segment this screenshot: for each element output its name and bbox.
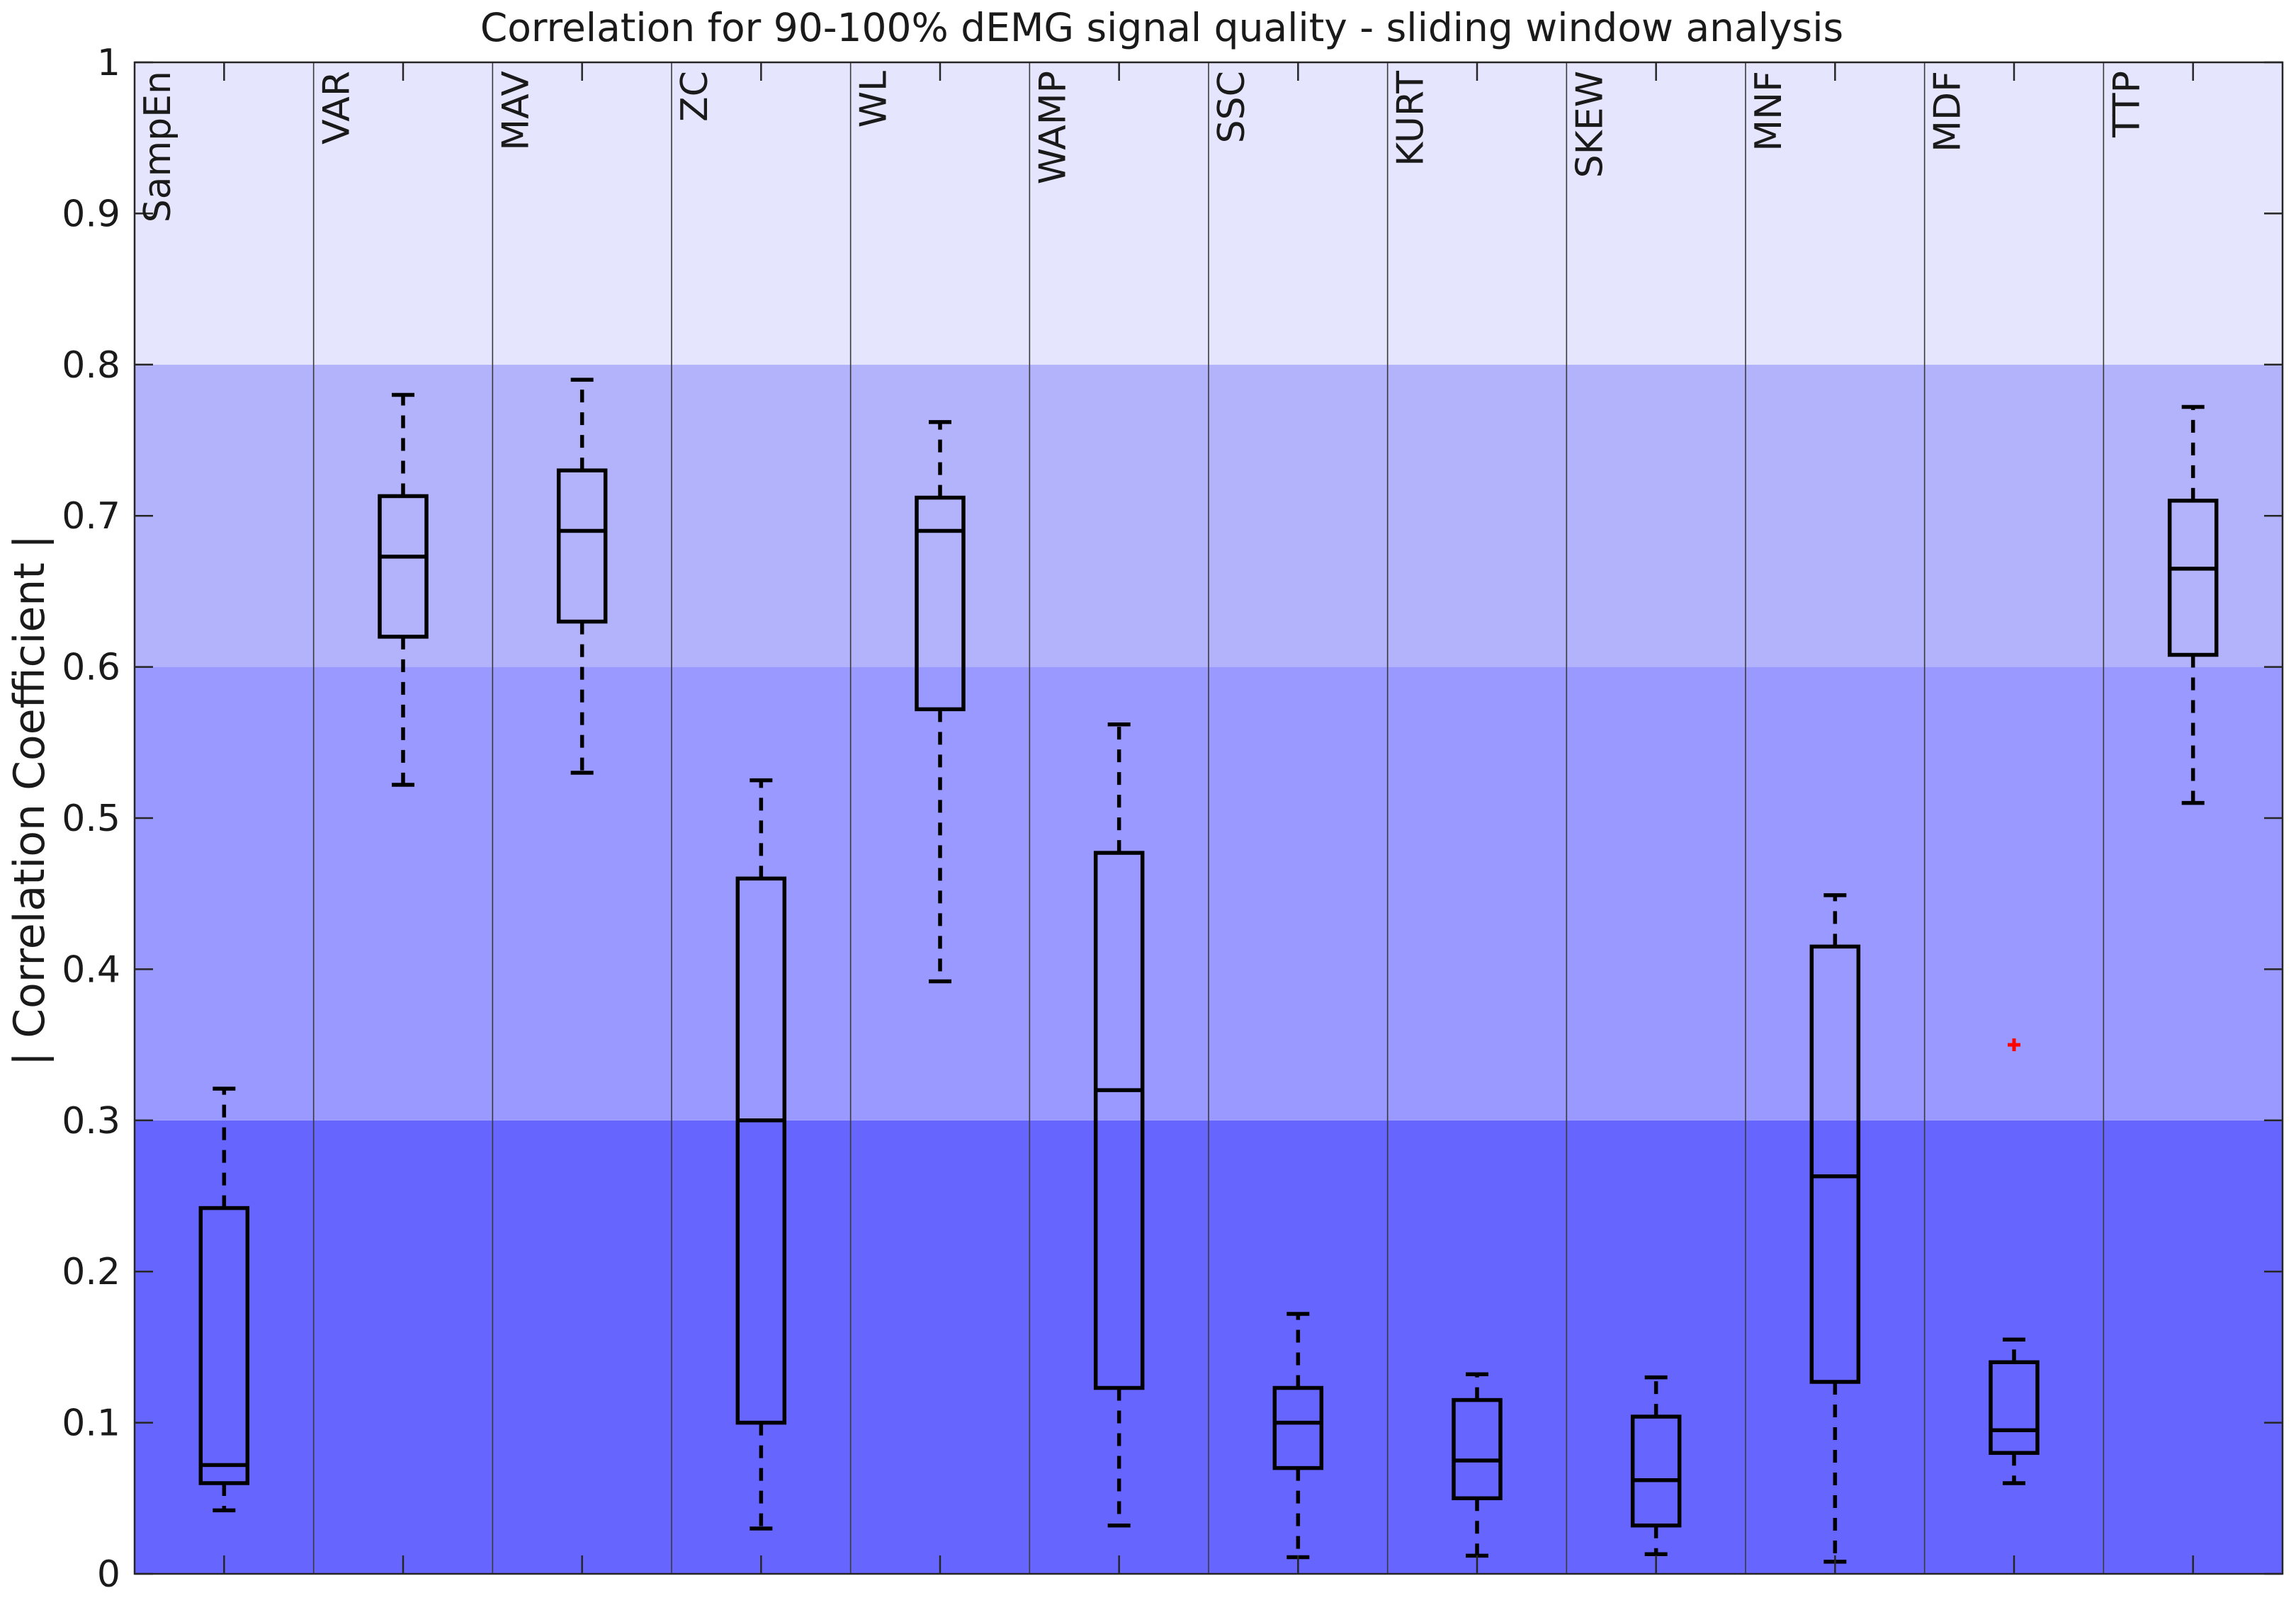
- category-label-sampen: SampEn: [137, 71, 179, 222]
- iqr-box: [1272, 1385, 1324, 1470]
- axes: 0 0.1 0.2 0.3 0.4 0.5 0.6 0.7 0.8 0.9 1: [62, 42, 2284, 1596]
- category-label-zc: ZC: [674, 71, 716, 122]
- box-zc: [735, 778, 787, 1531]
- iqr-box: [2167, 499, 2219, 657]
- iqr-box: [556, 468, 608, 624]
- box-series: [198, 378, 2219, 1564]
- category-label-ssc: SSC: [1211, 71, 1253, 143]
- box-var: [378, 392, 429, 787]
- category-dividers: [312, 62, 2105, 1574]
- y-tick-label: 0: [97, 1553, 120, 1596]
- box-ssc: [1272, 1312, 1324, 1560]
- chart-title: Correlation for 90-100% dEMG signal qual…: [480, 5, 1843, 50]
- box-kurt: [1452, 1372, 1503, 1558]
- y-tick-label: 0.1: [62, 1402, 120, 1445]
- category-label-ttp: TTP: [2105, 71, 2148, 138]
- y-tick-label: 0.2: [62, 1251, 120, 1293]
- category-label-var: VAR: [316, 71, 358, 144]
- category-label-skew: SKEW: [1568, 71, 1611, 178]
- category-labels: SampEn VAR MAV ZC WL WAMP SSC KURT SKEW MNF MDF TTP: [137, 71, 2148, 223]
- category-label-wamp: WAMP: [1031, 71, 1074, 184]
- box-wl: [915, 420, 966, 984]
- category-label-wl: WL: [853, 71, 895, 127]
- iqr-box: [915, 495, 966, 712]
- y-tick-label: 0.7: [62, 495, 120, 538]
- outlier-mdf: [2008, 1038, 2020, 1052]
- iqr-box: [378, 494, 429, 639]
- box-mdf: [1989, 1337, 2040, 1485]
- y-tick-label: 0.5: [62, 798, 120, 840]
- iqr-box: [1093, 851, 1145, 1390]
- box-sampen: [198, 1087, 250, 1513]
- iqr-box: [198, 1206, 250, 1485]
- iqr-box: [1630, 1414, 1682, 1528]
- box-mnf: [1809, 893, 1861, 1564]
- y-tick-label: 0.8: [62, 344, 120, 387]
- category-label-mdf: MDF: [1927, 71, 1969, 152]
- box-mav: [556, 378, 608, 775]
- y-axis-label: | Correlation Coefficient |: [5, 535, 55, 1066]
- iqr-box: [735, 876, 787, 1425]
- iqr-box: [1989, 1360, 2040, 1456]
- box-ttp: [2167, 404, 2219, 805]
- box-wamp: [1093, 722, 1145, 1528]
- iqr-box: [1452, 1397, 1503, 1501]
- y-tick-label: 0.6: [62, 647, 120, 689]
- y-tick-label: 1: [97, 42, 120, 84]
- y-tick-label: 0.4: [62, 948, 120, 991]
- y-tick-label: 0.3: [62, 1100, 120, 1142]
- iqr-box: [1809, 944, 1861, 1384]
- y-tick-label: 0.9: [62, 193, 120, 235]
- category-label-kurt: KURT: [1390, 71, 1432, 166]
- box-skew: [1630, 1375, 1682, 1557]
- category-label-mav: MAV: [494, 71, 537, 151]
- category-label-mnf: MNF: [1748, 71, 1790, 152]
